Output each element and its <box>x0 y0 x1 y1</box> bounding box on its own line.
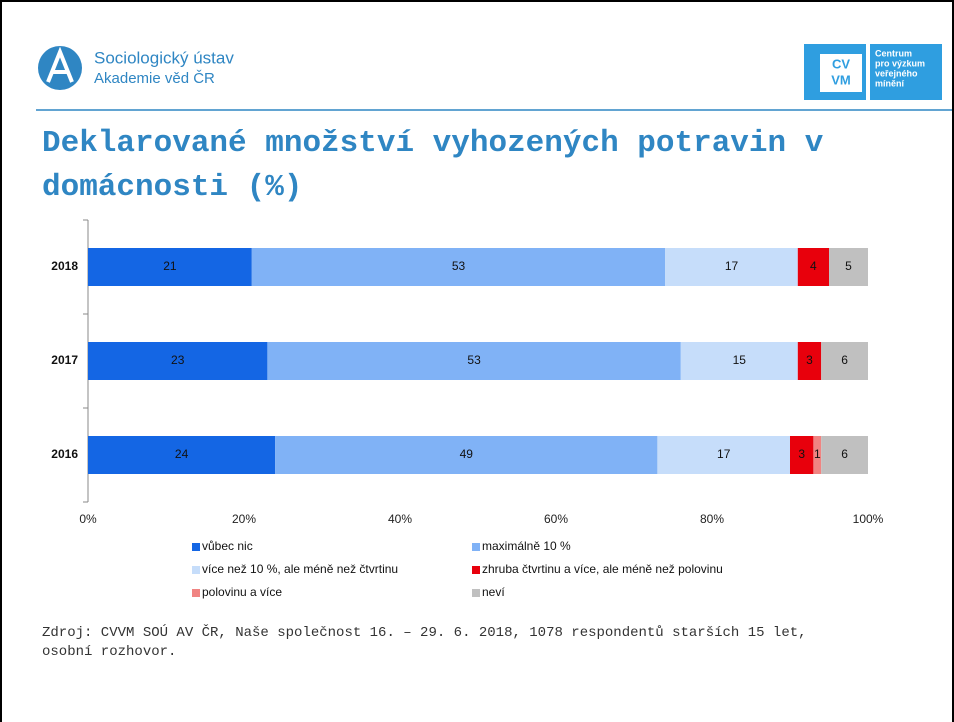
data-label: 53 <box>452 259 466 273</box>
data-label: 24 <box>175 447 189 461</box>
bar-segment <box>251 248 666 286</box>
source-note: Zdroj: CVVM SOÚ AV ČR, Naše společnost 1… <box>42 625 807 660</box>
legend-label: více než 10 %, ale méně než čtvrtinu <box>202 562 398 576</box>
bar-segment <box>821 436 868 474</box>
data-label: 17 <box>725 259 739 273</box>
logo-text: veřejného <box>875 68 918 78</box>
data-label: 3 <box>806 353 813 367</box>
y-tick-label: 2017 <box>51 353 78 367</box>
x-tick-label: 0% <box>79 512 97 526</box>
bar-segment <box>829 248 868 286</box>
legend-swatch <box>192 543 200 551</box>
bar-segment <box>267 342 681 380</box>
logo-right-band <box>870 44 942 100</box>
data-label: 49 <box>460 447 474 461</box>
x-tick-label: 100% <box>853 512 884 526</box>
legend-label: neví <box>482 585 505 599</box>
bar-segment <box>813 436 822 474</box>
logo-left-glyph <box>46 46 74 83</box>
slide-title: Deklarované množství vyhozených potravin… <box>42 126 824 205</box>
org-sub: Akademie věd ČR <box>94 70 215 87</box>
legend-label: polovinu a více <box>202 585 282 599</box>
legend-swatch <box>472 566 480 574</box>
data-label: 5 <box>845 259 852 273</box>
legend-swatch <box>192 589 200 597</box>
data-label: 15 <box>733 353 747 367</box>
logo-text: mínění <box>875 78 905 88</box>
bar-segment <box>88 248 252 286</box>
org-name: Sociologický ústav <box>94 48 234 67</box>
x-tick-label: 40% <box>388 512 412 526</box>
logo-text: pro výzkum <box>875 58 925 68</box>
bar-segment <box>821 342 868 380</box>
bar-segment <box>275 436 658 474</box>
data-label: 6 <box>841 447 848 461</box>
bar-segment <box>680 342 798 380</box>
logo-text: CV <box>832 56 850 71</box>
bar-segment <box>88 436 276 474</box>
bar-segment <box>797 248 829 286</box>
x-tick-label: 60% <box>544 512 568 526</box>
x-tick-label: 20% <box>232 512 256 526</box>
logo-right-inner <box>820 54 862 92</box>
logo-text: VM <box>831 72 851 87</box>
data-label: 23 <box>171 353 185 367</box>
x-tick-label: 80% <box>700 512 724 526</box>
data-label: 21 <box>163 259 177 273</box>
data-label: 1 <box>814 447 821 461</box>
bar-segment <box>88 342 268 380</box>
y-tick-label: 2018 <box>51 259 78 273</box>
data-label: 17 <box>717 447 731 461</box>
bar-segment <box>797 342 822 380</box>
data-label: 3 <box>798 447 805 461</box>
legend-label: zhruba čtvrtinu a více, ale méně než pol… <box>482 562 723 576</box>
bar-segment <box>665 248 798 286</box>
logo-text: Centrum <box>875 48 912 58</box>
data-label: 6 <box>841 353 848 367</box>
legend-label: maximálně 10 % <box>482 539 571 553</box>
data-label: 4 <box>810 259 817 273</box>
data-label: 53 <box>467 353 481 367</box>
legend-swatch <box>192 566 200 574</box>
y-tick-label: 2016 <box>51 447 78 461</box>
bar-segment <box>657 436 790 474</box>
legend-swatch <box>472 589 480 597</box>
legend-label: vůbec nic <box>202 539 253 553</box>
bar-segment <box>790 436 814 474</box>
legend-swatch <box>472 543 480 551</box>
